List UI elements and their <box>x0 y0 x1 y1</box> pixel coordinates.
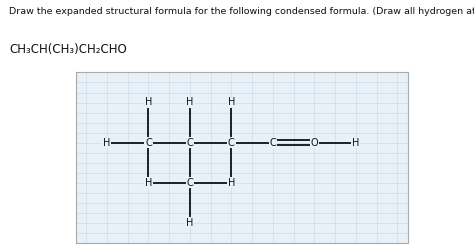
Text: C: C <box>270 138 276 147</box>
Text: H: H <box>145 178 152 188</box>
Text: H: H <box>228 178 235 188</box>
Text: C: C <box>187 178 193 188</box>
Text: H: H <box>352 138 359 147</box>
Text: H: H <box>103 138 110 147</box>
Text: CH₃CH(CH₃)CH₂CHO: CH₃CH(CH₃)CH₂CHO <box>9 42 127 56</box>
Text: H: H <box>228 98 235 108</box>
Text: C: C <box>187 138 193 147</box>
Text: H: H <box>186 218 193 228</box>
Text: H: H <box>228 178 235 188</box>
Text: C: C <box>145 138 152 147</box>
Text: H: H <box>145 98 152 108</box>
Text: O: O <box>310 138 318 147</box>
Text: Draw the expanded structural formula for the following condensed formula. (Draw : Draw the expanded structural formula for… <box>9 8 474 16</box>
Text: H: H <box>145 178 152 188</box>
Text: H: H <box>186 98 193 108</box>
Text: C: C <box>228 138 235 147</box>
